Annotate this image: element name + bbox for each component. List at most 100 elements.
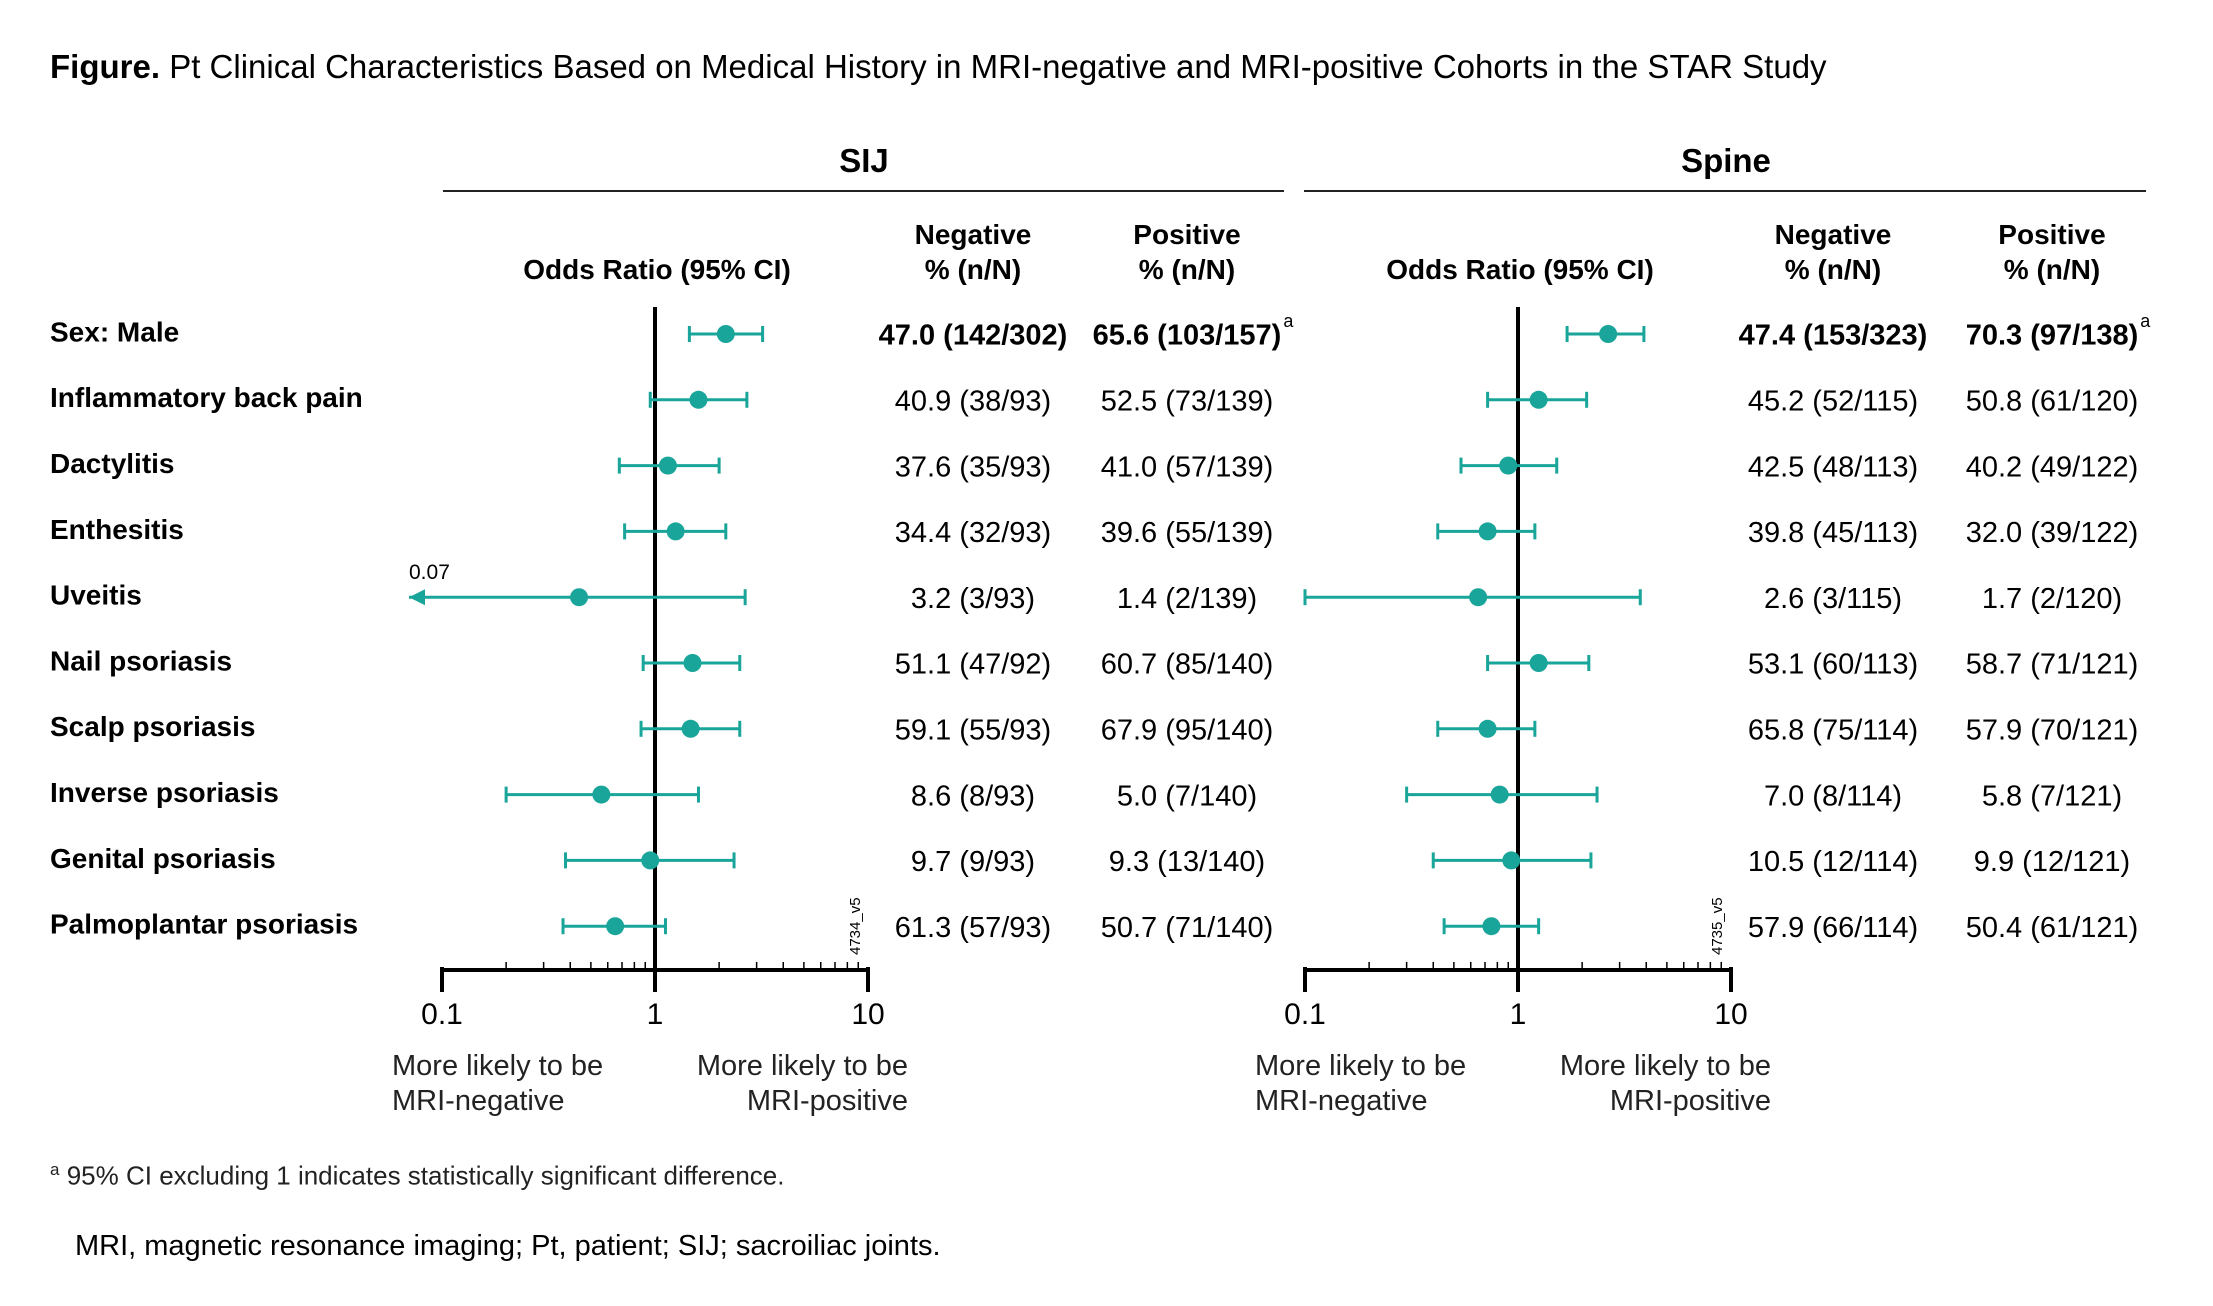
panel-sij-odds-ratio-point: [658, 456, 677, 475]
panel-sij-direction-right-line2: MRI-positive: [747, 1085, 908, 1117]
panel-sij-negative-value: 37.6 (35/93): [895, 451, 1051, 483]
panel-sij-tick-label: 0.1: [421, 998, 463, 1031]
panel-spine-positive-value: 57.9 (70/121): [1966, 714, 2139, 746]
panel-spine-positive-value: 9.9 (12/121): [1974, 846, 2130, 878]
panel-spine-odds-ratio-point: [1478, 522, 1497, 541]
panel-sij-axis-heading: Odds Ratio (95% CI): [523, 254, 791, 285]
panel-sij-ci-arrow: [409, 589, 426, 606]
panel-sij-negative-value: 3.2 (3/93): [911, 583, 1035, 615]
panel-spine-positive-value: 32.0 (39/122): [1966, 517, 2139, 549]
panel-sij-significance-marker: a: [1283, 311, 1294, 331]
panel-sij-odds-ratio-point: [716, 325, 735, 343]
panel-spine-odds-ratio-point: [1499, 456, 1518, 475]
panel-spine-odds-ratio-point: [1469, 588, 1488, 607]
figure-title: Figure. Pt Clinical Characteristics Base…: [50, 48, 1827, 86]
panel-sij-odds-ratio-point: [683, 654, 702, 672]
panel-spine-significance-marker: a: [2140, 311, 2151, 331]
panel-spine-negative-value: 42.5 (48/113): [1748, 451, 1918, 483]
panel-sij-direction-left-line1: More likely to be: [392, 1050, 603, 1082]
panel-spine-direction-right-line1: More likely to be: [1560, 1050, 1771, 1082]
panel-sij-negative-subheading: % (n/N): [925, 254, 1021, 285]
panel-spine-negative-value: 2.6 (3/115): [1764, 583, 1902, 615]
panel-sij-negative-value: 59.1 (55/93): [895, 714, 1051, 746]
panel-spine-odds-ratio-point: [1529, 654, 1548, 672]
panel-sij-odds-ratio-point: [592, 785, 611, 804]
panel-spine-tick-label: 10: [1714, 998, 1747, 1031]
row-label: Uveitis: [50, 580, 142, 611]
panel-sij-positive-value: 67.9 (95/140): [1101, 714, 1274, 746]
panel-sij-negative-value: 51.1 (47/92): [895, 649, 1051, 681]
panel-spine-positive-value: 1.7 (2/120): [1982, 583, 2122, 615]
panel-spine-odds-ratio-point: [1490, 785, 1509, 804]
footnote: a 95% CI excluding 1 indicates statistic…: [50, 1160, 784, 1192]
panel-spine-odds-ratio-point: [1529, 390, 1548, 409]
panel-spine-odds-ratio-point: [1482, 917, 1501, 936]
panel-spine-positive-value: 40.2 (49/122): [1966, 451, 2139, 483]
panel-sij-positive-value: 39.6 (55/139): [1101, 517, 1274, 549]
panel-spine-direction-right-line2: MRI-positive: [1610, 1085, 1771, 1117]
row-label: Enthesitis: [50, 514, 184, 545]
panel-sij-odds-ratio-point: [606, 917, 625, 936]
panel-spine-negative-value: 7.0 (8/114): [1764, 780, 1902, 812]
panel-sij-negative-value: 40.9 (38/93): [895, 385, 1051, 417]
panel-spine-negative-value: 10.5 (12/114): [1748, 846, 1918, 878]
panel-sij-positive-value: 60.7 (85/140): [1101, 649, 1274, 681]
panel-spine-positive-value: 58.7 (71/121): [1966, 649, 2139, 681]
panel-sij-direction-right-line1: More likely to be: [697, 1050, 908, 1082]
figure-title-text: Pt Clinical Characteristics Based on Med…: [169, 48, 1827, 85]
panel-sij-positive-value: 1.4 (2/139): [1117, 583, 1257, 615]
panel-spine-negative-value: 45.2 (52/115): [1748, 385, 1918, 417]
figure-label: Figure.: [50, 48, 161, 85]
panel-spine-odds-ratio-point: [1599, 325, 1618, 343]
row-label: Sex: Male: [50, 316, 179, 347]
panel-spine-positive-heading: Positive: [1998, 219, 2105, 250]
panel-sij-positive-value: 9.3 (13/140): [1109, 846, 1265, 878]
panel-sij-positive-value: 50.7 (71/140): [1101, 912, 1274, 944]
panel-sij-odds-ratio-point: [689, 390, 708, 409]
panel-spine-negative-value: 65.8 (75/114): [1748, 714, 1918, 746]
panel-sij-tick-label: 10: [851, 998, 884, 1031]
row-label: Palmoplantar psoriasis: [50, 909, 358, 940]
panel-spine-positive-value: 70.3 (97/138): [1966, 320, 2139, 352]
footnote-marker: a: [50, 1160, 60, 1179]
panel-sij-positive-heading: Positive: [1133, 219, 1240, 250]
panel-spine-odds-ratio-point: [1478, 719, 1497, 738]
panel-sij-ci-lower-annotation: 0.07: [409, 561, 450, 584]
row-label: Inflammatory back pain: [50, 382, 363, 413]
panel-sij-negative-value: 47.0 (142/302): [879, 320, 1068, 352]
row-label: Scalp psoriasis: [50, 711, 255, 742]
row-label: Genital psoriasis: [50, 843, 276, 874]
panel-sij-version-code: 4734_v5: [847, 897, 864, 955]
panel-sij-tick-label: 1: [647, 998, 664, 1031]
panel-spine-version-code: 4735_v5: [1709, 897, 1726, 955]
panel-sij-positive-subheading: % (n/N): [1139, 254, 1235, 285]
panel-sij-odds-ratio-point: [666, 522, 685, 541]
row-label: Inverse psoriasis: [50, 777, 279, 808]
panel-spine-negative-value: 53.1 (60/113): [1748, 649, 1918, 681]
panel-spine-odds-ratio-point: [1502, 851, 1521, 870]
abbreviations-note: MRI, magnetic resonance imaging; Pt, pat…: [75, 1230, 941, 1262]
panel-sij-direction-left-line2: MRI-negative: [392, 1085, 564, 1117]
panel-sij-positive-value: 41.0 (57/139): [1101, 451, 1274, 483]
panel-spine-positive-subheading: % (n/N): [2004, 254, 2100, 285]
panel-sij-negative-value: 34.4 (32/93): [895, 517, 1051, 549]
panel-sij-positive-value: 52.5 (73/139): [1101, 385, 1274, 417]
panel-spine-positive-value: 5.8 (7/121): [1982, 780, 2122, 812]
panel-spine-negative-value: 47.4 (153/323): [1739, 320, 1928, 352]
row-label: Dactylitis: [50, 448, 175, 479]
panel-spine-positive-value: 50.8 (61/120): [1966, 385, 2139, 417]
panel-sij-positive-value: 65.6 (103/157): [1093, 320, 1282, 352]
panel-spine-axis-heading: Odds Ratio (95% CI): [1386, 254, 1654, 285]
panel-sij-negative-heading: Negative: [915, 219, 1032, 250]
panel-spine-direction-left-line1: More likely to be: [1255, 1050, 1466, 1082]
panel-sij-negative-value: 9.7 (9/93): [911, 846, 1035, 878]
panel-spine-negative-value: 57.9 (66/114): [1748, 912, 1918, 944]
panel-sij-odds-ratio-point: [681, 719, 700, 738]
panel-sij-title: SIJ: [839, 142, 889, 179]
panel-spine-title: Spine: [1681, 142, 1771, 179]
panel-sij-negative-value: 61.3 (57/93): [895, 912, 1051, 944]
panel-sij-odds-ratio-point: [641, 851, 660, 870]
panel-spine-tick-label: 1: [1510, 998, 1527, 1031]
panel-sij-odds-ratio-point: [570, 588, 589, 607]
